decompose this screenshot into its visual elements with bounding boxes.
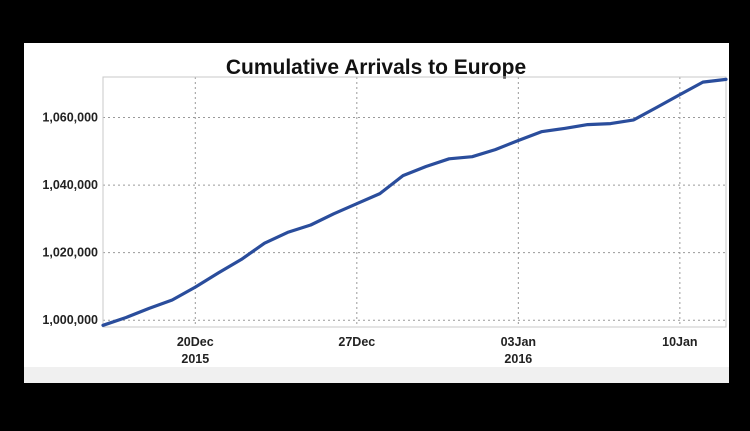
data-point [494,148,497,151]
data-point [356,202,358,205]
x-tick-label: 03Jan [501,335,536,349]
y-axis-ticks: 1,000,000 1,020,000 1,040,000 1,060,000 [42,111,98,328]
data-point [702,81,704,83]
data-point [563,127,566,130]
data-point [632,119,635,121]
data-point [540,130,543,133]
y-tick-label: 1,000,000 [42,313,98,327]
data-point [171,299,174,301]
line-chart: Cumulative Arrivals to Europe 1,000,0001… [42,56,728,366]
data-point [586,123,589,126]
data-point [309,224,312,226]
plot-area [102,76,727,328]
x-tick-year-label: 2015 [181,352,209,366]
data-point [332,213,335,215]
grid-lines [103,77,726,327]
series-line [101,77,728,327]
y-tick-label: 1,020,000 [42,246,98,260]
x-tick-label: 20Dec [177,335,214,349]
chart-figure: Cumulative Arrivals to Europe 1,000,000 1… [24,43,729,383]
chart-title: Cumulative Arrivals to Europe [226,56,526,79]
x-tick-label: 10Jan [662,335,697,349]
x-axis-ticks: 20Dec 2015 27Dec 03Jan 2016 10Jan [177,335,698,366]
data-point [102,324,104,327]
data-point [148,307,150,310]
data-point [379,192,381,195]
data-point [402,174,404,177]
data-point [217,272,220,274]
series-layer [101,77,728,327]
x-tick-year-label: 2016 [504,352,532,366]
data-point [609,122,612,125]
data-point [125,316,127,319]
data-point [679,93,681,96]
data-point [194,286,197,288]
data-point [517,139,520,142]
y-tick-label: 1,040,000 [42,178,98,192]
data-point [263,242,266,245]
data-point [240,258,243,261]
footer-band [24,367,729,383]
data-point [725,78,727,81]
data-point [471,155,473,158]
data-point [448,157,450,160]
data-point [425,165,427,168]
data-point [286,231,289,234]
y-tick-label: 1,060,000 [42,111,98,125]
data-point [655,106,658,109]
x-tick-label: 27Dec [338,335,375,349]
